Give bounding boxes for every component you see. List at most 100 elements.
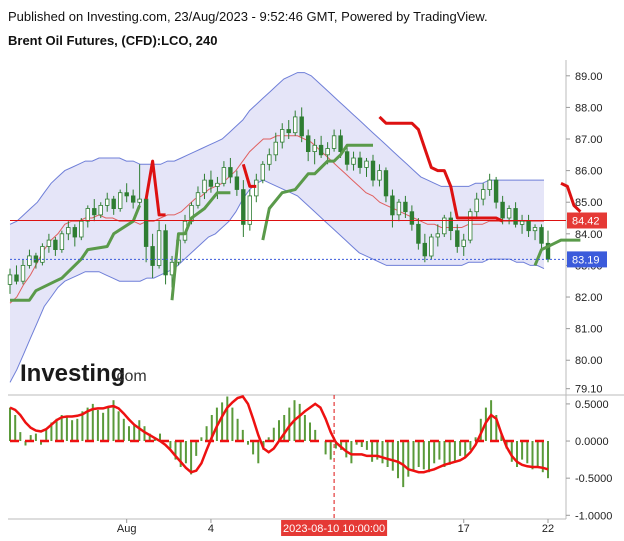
- candle-body: [448, 217, 453, 232]
- candle: [357, 151, 363, 174]
- candle-body: [27, 255, 32, 266]
- candle-body: [156, 230, 162, 266]
- candle-body: [318, 144, 324, 156]
- candle-body: [72, 227, 77, 238]
- y-tick-label: 86.00: [575, 166, 603, 178]
- candle: [305, 129, 311, 162]
- x-tick-label: 17: [458, 523, 470, 535]
- stop-line-red: [241, 163, 257, 188]
- candle-body: [143, 198, 149, 247]
- candle-body: [292, 116, 298, 134]
- candle: [532, 224, 538, 241]
- crosshair-label-bg: [281, 520, 388, 536]
- candle-body: [539, 227, 544, 244]
- investing-logo: Investing .com: [20, 360, 147, 387]
- candle-body: [519, 220, 525, 225]
- y-tick-label: 82.00: [575, 292, 603, 304]
- x-tick-label: 22: [542, 523, 554, 535]
- bollinger-band-fill: [10, 72, 544, 383]
- stop-line-green: [533, 238, 581, 266]
- x-tick-label: 4: [208, 523, 214, 535]
- y-tick-label: 85.00: [575, 197, 603, 209]
- bollinger-band-layer: [9, 72, 545, 383]
- candle-body: [429, 236, 434, 257]
- candle: [506, 205, 512, 225]
- candle: [344, 145, 350, 171]
- candle: [390, 189, 395, 228]
- candle: [403, 195, 408, 219]
- candle: [163, 224, 168, 285]
- candle: [442, 214, 447, 237]
- candle-body: [390, 195, 395, 216]
- candle-body: [331, 135, 337, 149]
- candle-body: [357, 157, 363, 168]
- candle-body: [59, 233, 65, 251]
- candle: [79, 218, 84, 241]
- candle: [370, 154, 376, 187]
- y-tick-label: 80.00: [575, 355, 603, 367]
- candle-body: [526, 220, 531, 232]
- price-badge-red: 84.42: [572, 216, 600, 228]
- candle-body: [383, 170, 389, 197]
- candle: [59, 230, 65, 253]
- candle: [215, 176, 220, 200]
- candle: [539, 224, 544, 250]
- candle-body: [480, 189, 486, 200]
- candle-body: [442, 217, 447, 235]
- candle-body: [7, 274, 13, 285]
- candle: [234, 170, 240, 196]
- bollinger-lower-line: [9, 179, 545, 383]
- candle-body: [254, 179, 259, 197]
- candle-body: [20, 264, 26, 282]
- y-tick-label: 84.00: [575, 229, 603, 241]
- candle-body: [98, 204, 103, 216]
- candle-body: [364, 160, 369, 168]
- candle: [241, 180, 246, 237]
- candle-body: [195, 192, 201, 206]
- candle: [383, 167, 389, 203]
- candle-body: [202, 179, 207, 194]
- candle-body: [40, 246, 45, 263]
- candle-body: [286, 129, 291, 134]
- candle-body: [493, 179, 499, 203]
- candle-body: [370, 160, 376, 181]
- candle: [156, 221, 162, 269]
- candle: [85, 205, 90, 228]
- stop-line-green: [170, 191, 231, 301]
- price-badge-red-bg: [567, 212, 607, 229]
- stop-line-green: [261, 143, 373, 241]
- candle-body: [124, 192, 129, 197]
- candle: [111, 195, 116, 215]
- candle: [150, 233, 155, 279]
- y-tick-label: 88.00: [575, 102, 603, 114]
- candle-body: [500, 201, 505, 219]
- candle: [247, 189, 252, 231]
- candle-body: [105, 198, 110, 206]
- candle: [273, 132, 278, 162]
- candle: [20, 259, 26, 285]
- candle-body: [325, 148, 330, 156]
- candle: [66, 221, 71, 241]
- candle-body: [215, 182, 220, 187]
- candle-body: [85, 208, 90, 222]
- candle-body: [403, 201, 408, 213]
- candle: [124, 183, 129, 203]
- candle: [331, 129, 337, 152]
- osc-y-tick-label: 0.5000: [575, 399, 609, 411]
- candle: [53, 236, 58, 256]
- candle: [7, 268, 13, 294]
- candle-body: [163, 230, 168, 276]
- candle: [208, 170, 214, 193]
- candle: [513, 202, 518, 228]
- osc-y-tick-label: -1.0000: [575, 510, 612, 522]
- candle-body: [150, 246, 155, 266]
- axes-layer: 89.0088.0087.0086.0085.0084.0083.0082.00…: [117, 71, 612, 536]
- y-tick-label: 81.00: [575, 324, 603, 336]
- candle: [14, 265, 19, 285]
- candle-body: [416, 223, 421, 244]
- y-tick-label: 79.10: [575, 384, 603, 396]
- candle: [526, 214, 531, 237]
- candle: [202, 173, 207, 200]
- stop-line-green: [10, 204, 141, 302]
